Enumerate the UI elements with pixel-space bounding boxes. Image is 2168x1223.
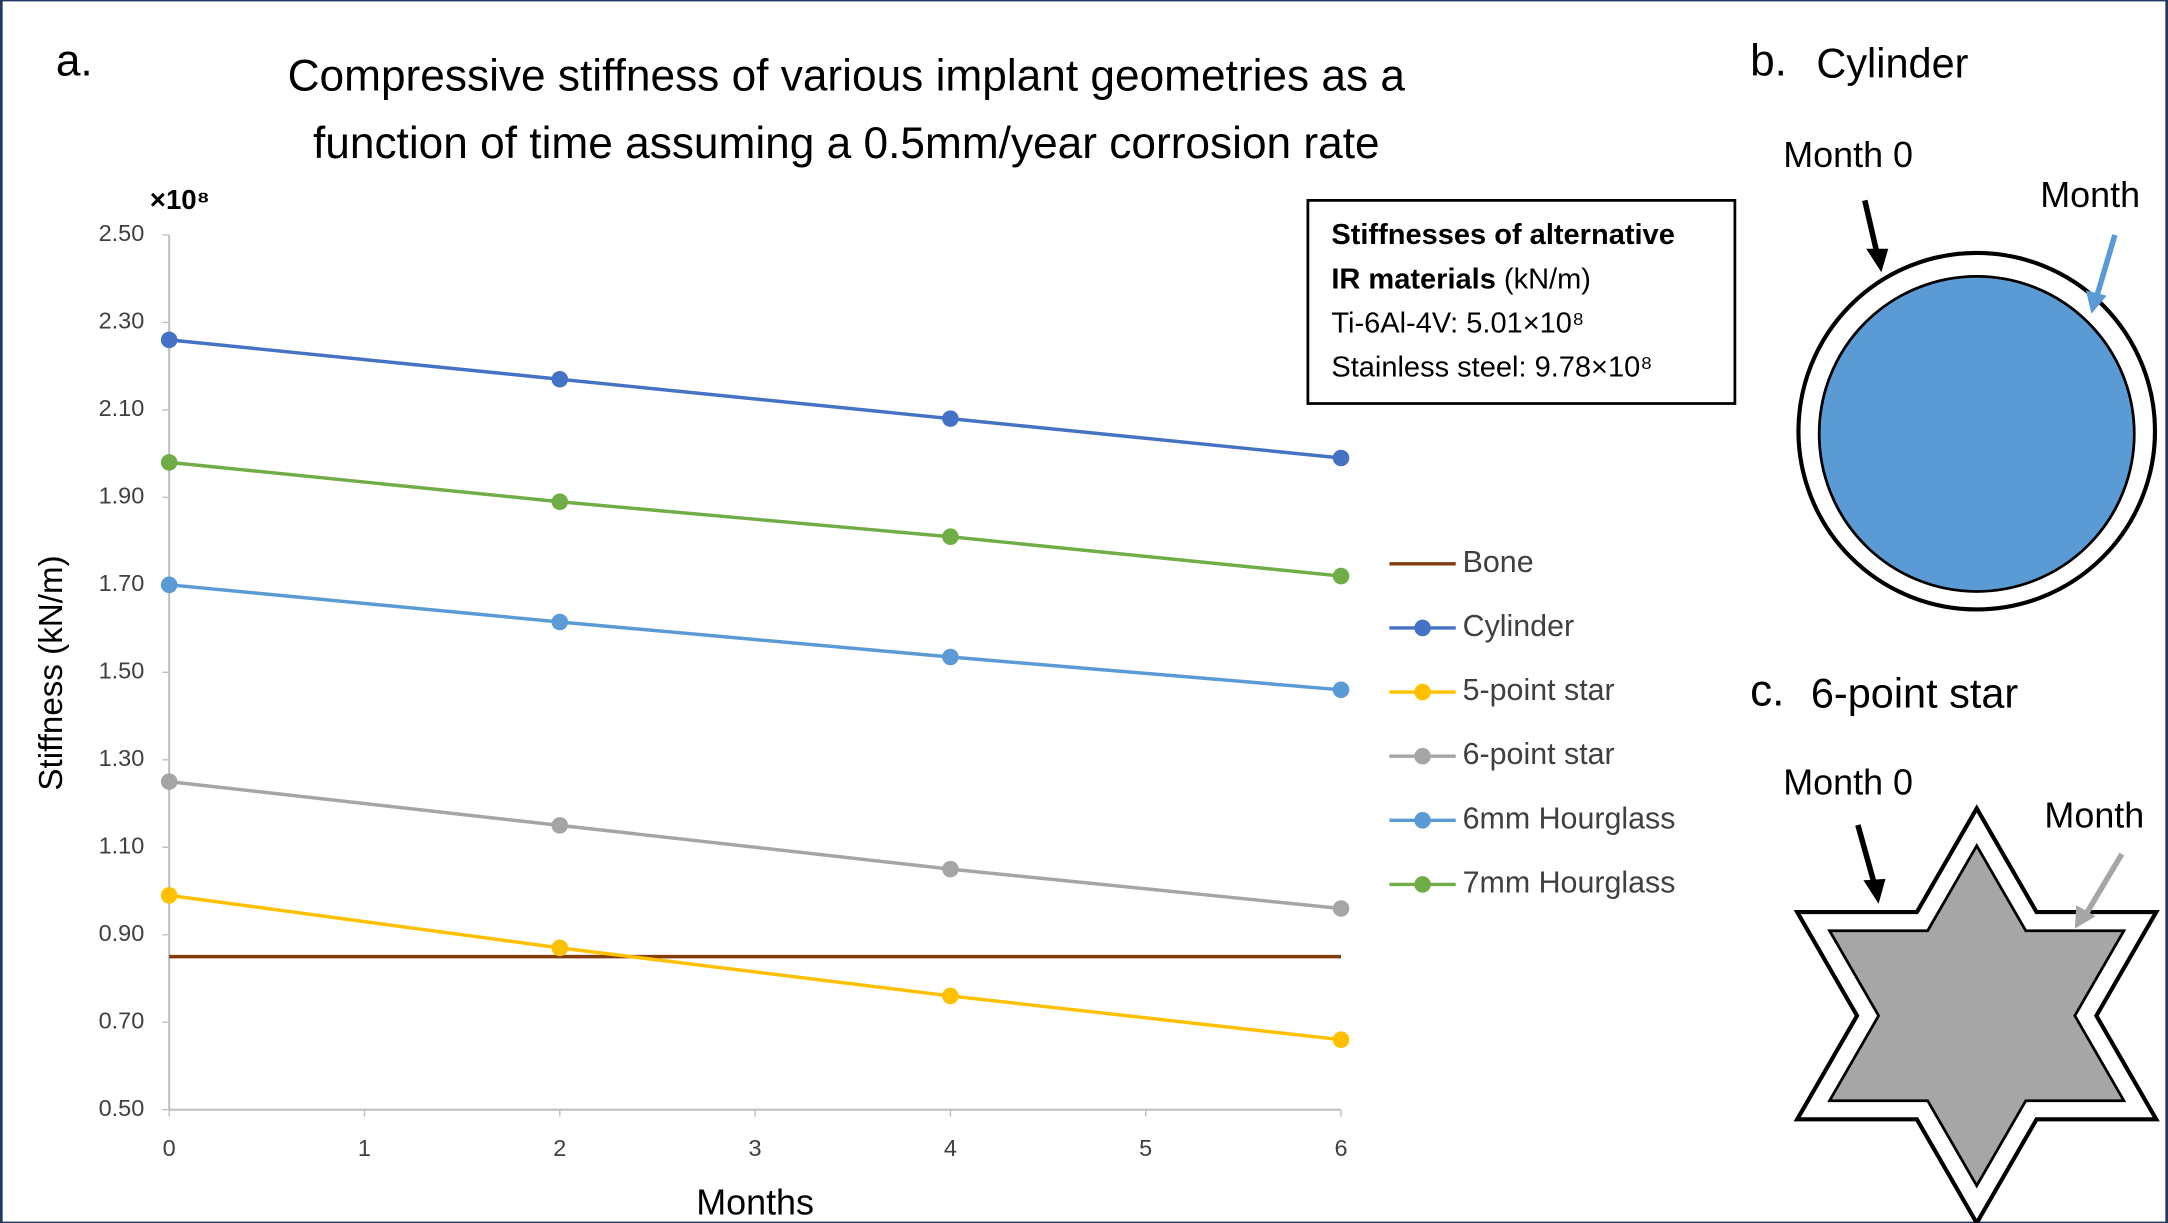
data-point (161, 773, 178, 790)
x-axis-label: Months (696, 1182, 814, 1223)
annotation-unit: (kN/m) (1504, 263, 1591, 295)
legend-label: 5-point star (1463, 673, 1615, 707)
arrow (1865, 200, 1877, 254)
y-multiplier: ×10⁸ (150, 184, 210, 215)
page: {"panel_label": "a.", "chart_data": {"ty… (0, 0, 2168, 1223)
data-point (161, 332, 178, 349)
series-line (169, 585, 1341, 690)
y-tick-label: 1.50 (99, 658, 145, 684)
legend-label: Cylinder (1463, 609, 1574, 643)
star-diagram: c. 6-point star Month 0 Month (1750, 666, 2156, 1223)
data-point (551, 817, 568, 834)
arrow-head (1863, 879, 1885, 904)
x-tick-label: 6 (1335, 1135, 1348, 1161)
data-point (942, 528, 959, 545)
arrow-label: Month (2040, 174, 2140, 215)
y-axis-label: Stiffness (kN/m) (33, 555, 70, 790)
y-tick-label: 1.70 (99, 570, 145, 596)
data-point (942, 649, 959, 666)
arrow-head (1866, 249, 1888, 272)
x-tick-label: 2 (553, 1135, 566, 1161)
x-tick-label: 0 (163, 1135, 176, 1161)
legend-marker (1414, 684, 1431, 701)
chart-title: function of time assuming a 0.5mm/year c… (313, 119, 1380, 168)
annotation-item: Ti-6Al-4V: 5.01×10⁸ (1331, 307, 1584, 339)
data-point (1333, 1031, 1350, 1048)
series-line (169, 340, 1341, 458)
cylinder-diagram: b. Cylinder Month 0 Month (1750, 36, 2155, 609)
x-tick-label: 3 (749, 1135, 762, 1161)
legend-marker (1414, 620, 1431, 637)
y-tick-label: 0.70 (99, 1007, 145, 1033)
legend-marker (1414, 876, 1431, 893)
data-point (942, 988, 959, 1005)
y-tick-label: 2.30 (99, 308, 145, 334)
y-tick-label: 1.30 (99, 745, 145, 771)
y-tick-label: 1.10 (99, 832, 145, 858)
legend-label: 6-point star (1463, 737, 1615, 771)
panel-label: c. (1750, 666, 1784, 715)
y-tick-label: 0.90 (99, 920, 145, 946)
data-point (551, 940, 568, 957)
series-line (169, 895, 1341, 1039)
inner-shape (1819, 276, 2134, 591)
arrow-label: Month 0 (1783, 134, 1913, 175)
x-tick-label: 5 (1139, 1135, 1152, 1161)
panel-label: a. (56, 36, 93, 85)
figure: a. Compressive stiffness of various impl… (0, 0, 2168, 1223)
series-line (169, 782, 1341, 909)
data-point (1333, 568, 1350, 585)
data-point (942, 861, 959, 878)
arrow (2087, 854, 2122, 912)
data-point (551, 493, 568, 510)
annotation-heading: IR materials (1331, 263, 1496, 295)
legend-label: Bone (1463, 545, 1534, 579)
arrow (2097, 235, 2115, 296)
annotation-heading-line: IR materials (kN/m) (1331, 263, 1591, 295)
diagram-title: 6-point star (1811, 669, 2018, 716)
legend-label: 7mm Hourglass (1463, 865, 1676, 899)
data-point (551, 371, 568, 388)
chart-title: Compressive stiffness of various implant… (288, 51, 1406, 100)
legend-marker (1414, 812, 1431, 829)
y-tick-label: 2.10 (99, 395, 145, 421)
y-tick-label: 2.50 (99, 220, 145, 246)
series-line (169, 462, 1341, 576)
x-tick-label: 4 (944, 1135, 957, 1161)
data-point (942, 410, 959, 427)
y-tick-label: 1.90 (99, 483, 145, 509)
data-point (1333, 900, 1350, 917)
data-point (551, 614, 568, 631)
data-point (161, 577, 178, 594)
data-point (1333, 682, 1350, 699)
annotation-item: Stainless steel: 9.78×10⁸ (1331, 352, 1652, 384)
arrow-label: Month 0 (1783, 761, 1913, 802)
y-tick-label: 0.50 (99, 1095, 145, 1121)
diagram-title: Cylinder (1816, 39, 1968, 86)
data-point (1333, 450, 1350, 467)
data-point (161, 887, 178, 904)
arrow-label: Month (2044, 795, 2144, 836)
annotation-box: Stiffnesses of alternative IR materials … (1308, 200, 1735, 403)
annotation-heading: Stiffnesses of alternative (1331, 219, 1674, 251)
legend-label: 6mm Hourglass (1463, 801, 1676, 835)
legend-marker (1414, 748, 1431, 765)
panel-label: b. (1750, 36, 1787, 85)
x-tick-label: 1 (358, 1135, 371, 1161)
arrow (1858, 825, 1875, 884)
data-point (161, 454, 178, 471)
